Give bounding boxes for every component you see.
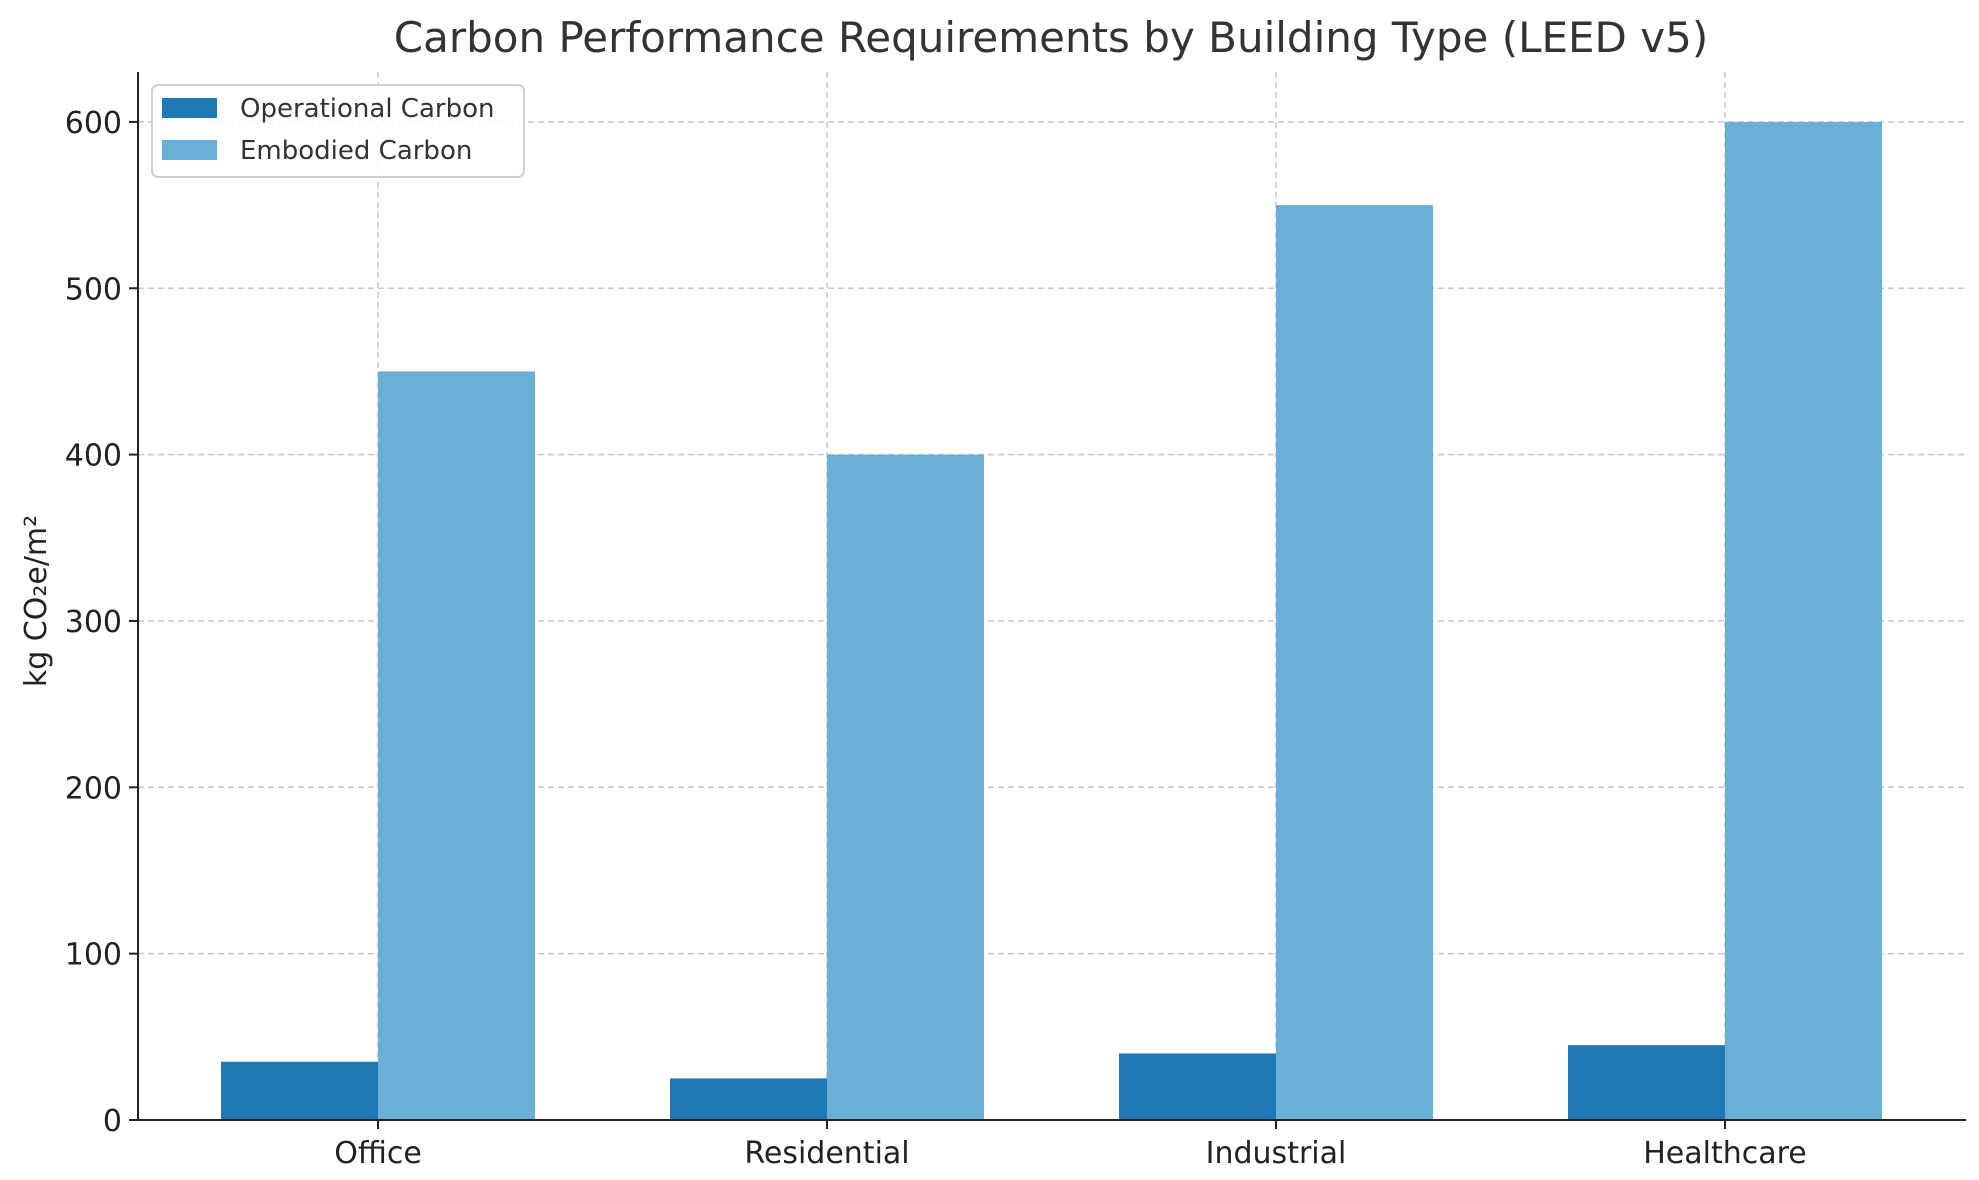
x-axis-ticks: Office Residential Industrial Healthcare (334, 1120, 1807, 1171)
y-tick-label: 0 (103, 1104, 122, 1139)
y-tick-label: 200 (65, 771, 122, 806)
axes (137, 72, 1966, 1121)
legend-frame (151, 84, 525, 178)
legend-swatch (162, 98, 217, 118)
legend-label: Embodied Carbon (240, 136, 472, 166)
legend-swatch (162, 140, 217, 160)
bar-embodied-carbon-residential (827, 454, 984, 1121)
y-tick-label: 300 (65, 605, 122, 640)
chart-title: Carbon Performance Requirements by Build… (394, 13, 1708, 62)
bar-operational-carbon-industrial (1119, 1053, 1276, 1120)
bar-operational-carbon-healthcare (1568, 1045, 1725, 1120)
x-tick-label: Office (334, 1136, 422, 1171)
y-axis-ticks: 0 100 200 300 400 500 600 (65, 106, 138, 1139)
legend-label: Operational Carbon (240, 94, 494, 124)
bar-embodied-carbon-industrial (1276, 205, 1433, 1121)
y-axis-label: kg CO₂e/m² (19, 515, 54, 687)
x-tick-label: Residential (744, 1136, 909, 1171)
x-tick-label: Industrial (1206, 1136, 1347, 1171)
y-tick-label: 500 (65, 272, 122, 307)
legend: Operational Carbon Embodied Carbon (151, 84, 525, 178)
y-tick-label: 100 (65, 938, 122, 973)
bar-operational-carbon-residential (670, 1078, 827, 1120)
bar-embodied-carbon-office (378, 371, 535, 1120)
x-tick-label: Healthcare (1643, 1136, 1807, 1171)
bar-embodied-carbon-healthcare (1725, 121, 1882, 1120)
y-tick-label: 600 (65, 106, 122, 141)
bars (221, 121, 1882, 1121)
bar-operational-carbon-office (221, 1061, 378, 1120)
y-tick-label: 400 (65, 439, 122, 474)
